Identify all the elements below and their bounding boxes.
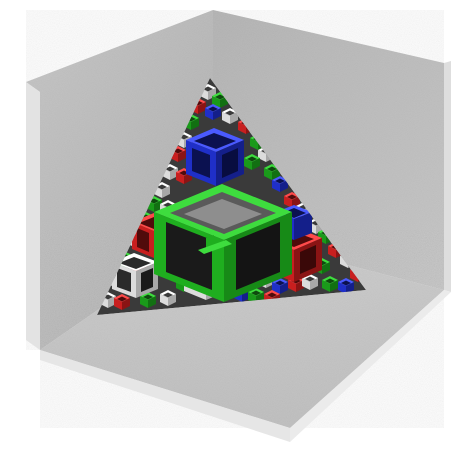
fractal-blue-cube <box>186 128 244 186</box>
fractal-green-cube <box>154 184 292 302</box>
room-left-wall <box>26 10 213 350</box>
fractal-white-cube <box>112 253 158 298</box>
cube-fractal <box>97 78 366 315</box>
